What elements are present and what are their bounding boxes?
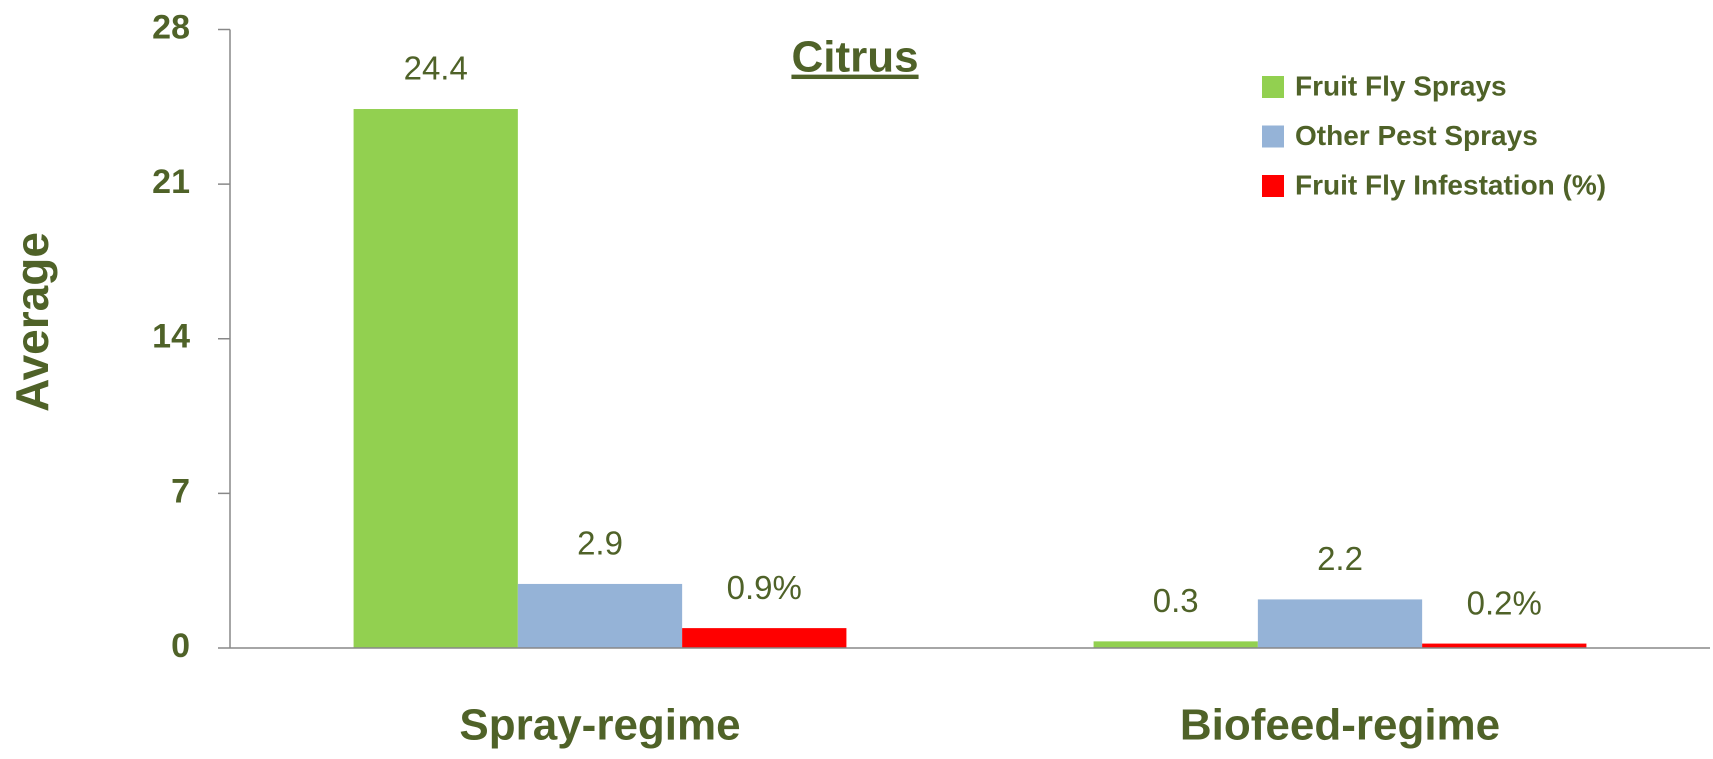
bar [682, 628, 847, 648]
legend-swatch [1262, 125, 1284, 148]
value-label: 0.9% [727, 569, 802, 606]
bar [1257, 599, 1423, 648]
y-tick-label: 0 [171, 627, 190, 665]
legend-swatch [1262, 175, 1284, 197]
bar [1093, 641, 1258, 648]
legend-label: Other Pest Sprays [1295, 120, 1538, 151]
y-tick-label: 14 [152, 318, 190, 356]
value-label: 0.2% [1467, 584, 1542, 621]
legend-label: Fruit Fly Sprays [1295, 70, 1507, 101]
bar [1422, 643, 1587, 648]
value-label: 24.4 [404, 50, 468, 87]
x-tick-label: Biofeed-regime [1180, 701, 1500, 750]
legend-swatch [1262, 76, 1284, 98]
chart-title: Citrus [791, 33, 918, 82]
y-tick-label: 21 [152, 163, 190, 201]
bar [517, 583, 683, 648]
y-tick-label: 7 [171, 472, 190, 510]
value-label: 0.3 [1153, 582, 1199, 619]
y-tick-label: 28 [152, 8, 190, 46]
x-tick-label: Spray-regime [459, 701, 740, 750]
y-axis-label: Average [6, 232, 58, 412]
bar [353, 109, 518, 649]
value-label: 2.2 [1317, 540, 1363, 577]
value-label: 2.9 [577, 525, 623, 562]
legend-label: Fruit Fly Infestation (%) [1295, 169, 1606, 200]
